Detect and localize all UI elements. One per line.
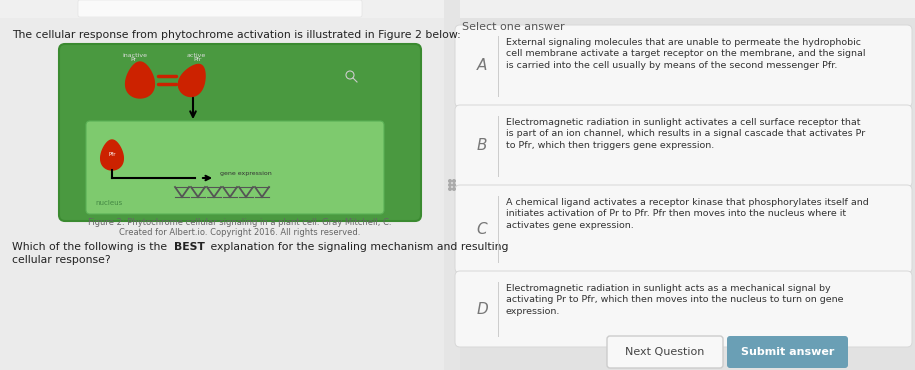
Text: Pfr: Pfr [194, 57, 202, 62]
Text: cellular response?: cellular response? [12, 255, 111, 265]
Circle shape [453, 180, 456, 182]
Text: inactive: inactive [123, 53, 147, 58]
FancyBboxPatch shape [455, 25, 912, 107]
Polygon shape [125, 62, 155, 98]
Text: B: B [477, 138, 488, 154]
FancyBboxPatch shape [452, 18, 915, 370]
Circle shape [448, 180, 451, 182]
Text: D: D [476, 302, 488, 316]
Text: Which of the following is the: Which of the following is the [12, 242, 170, 252]
Text: active: active [187, 53, 206, 58]
Text: nucleus: nucleus [95, 200, 123, 206]
FancyBboxPatch shape [455, 271, 912, 347]
Polygon shape [101, 140, 124, 170]
Circle shape [453, 188, 456, 190]
Circle shape [453, 184, 456, 186]
FancyBboxPatch shape [727, 336, 848, 368]
FancyBboxPatch shape [0, 0, 915, 18]
Text: Figure 2: Phytochrome cellular signaling in a plant cell. Gray Mitchell, C.: Figure 2: Phytochrome cellular signaling… [88, 218, 392, 227]
FancyBboxPatch shape [455, 185, 912, 273]
Text: C: C [477, 222, 488, 236]
Text: A chemical ligand activates a receptor kinase that phosphorylates itself and
ini: A chemical ligand activates a receptor k… [506, 198, 868, 230]
Text: Created for Albert.io. Copyright 2016. All rights reserved.: Created for Albert.io. Copyright 2016. A… [119, 228, 361, 237]
Text: External signaling molecules that are unable to permeate the hydrophobic
cell me: External signaling molecules that are un… [506, 38, 866, 70]
Text: gene expression: gene expression [220, 172, 272, 176]
FancyBboxPatch shape [0, 18, 452, 370]
FancyBboxPatch shape [59, 44, 421, 221]
FancyBboxPatch shape [78, 0, 362, 17]
Circle shape [448, 188, 451, 190]
Circle shape [448, 184, 451, 186]
FancyBboxPatch shape [444, 0, 460, 370]
Text: Electromagnetic radiation in sunlight acts as a mechanical signal by
activating : Electromagnetic radiation in sunlight ac… [506, 284, 844, 316]
Text: Pr: Pr [130, 57, 136, 62]
Text: A: A [477, 58, 487, 74]
FancyBboxPatch shape [455, 105, 912, 187]
Text: Select one answer: Select one answer [462, 22, 565, 32]
Text: BEST: BEST [174, 242, 205, 252]
Text: Next Question: Next Question [625, 347, 705, 357]
Text: The cellular response from phytochrome activation is illustrated in Figure 2 bel: The cellular response from phytochrome a… [12, 30, 461, 40]
Text: Electromagnetic radiation in sunlight activates a cell surface receptor that
is : Electromagnetic radiation in sunlight ac… [506, 118, 866, 150]
Text: Pfr: Pfr [108, 152, 116, 158]
FancyBboxPatch shape [86, 121, 384, 214]
Text: Submit answer: Submit answer [741, 347, 834, 357]
Polygon shape [178, 64, 205, 97]
Text: explanation for the signaling mechanism and resulting: explanation for the signaling mechanism … [207, 242, 509, 252]
FancyBboxPatch shape [607, 336, 723, 368]
